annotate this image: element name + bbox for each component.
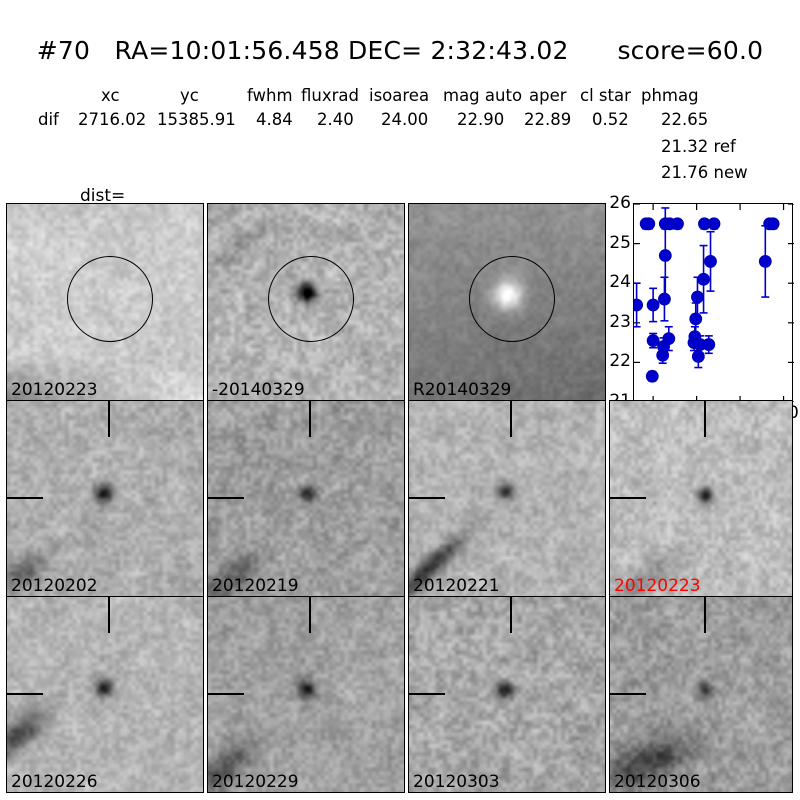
value-fluxrad: 2.40 <box>317 110 354 129</box>
stamp-series-20120223-selected[interactable]: 20120223 <box>609 400 793 597</box>
phmag-dif: 22.65 <box>661 110 709 129</box>
stamp-new-20120223[interactable]: 20120223 <box>6 203 204 401</box>
stamp-epoch-label: 20120303 <box>413 772 500 792</box>
light-curve-plot[interactable]: 212223242526 −50050100 <box>609 195 798 422</box>
row-label-dif: dif <box>38 110 59 129</box>
crosshair-vertical-icon <box>704 597 706 633</box>
value-cl-star: 0.52 <box>592 110 629 129</box>
measurement-table: xc yc fwhm fluxrad isoarea mag auto aper… <box>0 86 800 134</box>
crosshair-vertical-icon <box>309 597 311 633</box>
aperture-circle-icon <box>268 256 354 342</box>
column-header-cl-star: cl star <box>580 86 631 105</box>
value-xc: 2716.02 <box>78 110 147 129</box>
stamp-diff-20140329[interactable]: -20140329 <box>207 203 405 401</box>
y-tick-label: 23 <box>609 311 631 332</box>
stamp-series-20120226[interactable]: 20120226 <box>6 596 204 793</box>
y-tick-label: 26 <box>609 193 631 213</box>
column-header-aper: aper <box>529 86 567 105</box>
stamp-epoch-label: 20120202 <box>11 576 98 596</box>
value-yc: 15385.91 <box>157 110 236 129</box>
stamp-series-20120229[interactable]: 20120229 <box>207 596 405 793</box>
stamp-epoch-label: 20120229 <box>212 772 299 792</box>
column-header-phmag: phmag <box>641 86 699 105</box>
y-tick-label: 25 <box>609 232 631 253</box>
crosshair-horizontal-icon <box>409 693 445 695</box>
aperture-circle-icon <box>67 256 153 342</box>
crosshair-horizontal-icon <box>7 693 43 695</box>
crosshair-horizontal-icon <box>208 693 244 695</box>
light-curve-axes <box>633 203 794 402</box>
column-header-fwhm: fwhm <box>247 86 293 105</box>
crosshair-vertical-icon <box>510 401 512 437</box>
aperture-circle-icon <box>469 256 555 342</box>
stamp-epoch-label-selected: 20120223 <box>614 576 701 596</box>
column-header-fluxrad: fluxrad <box>301 86 359 105</box>
crosshair-horizontal-icon <box>610 497 646 499</box>
value-aper: 22.89 <box>524 110 572 129</box>
column-header-mag-auto: mag auto <box>443 86 523 105</box>
crosshair-vertical-icon <box>309 401 311 437</box>
column-header-yc: yc <box>180 86 199 105</box>
value-mag-auto: 22.90 <box>457 110 505 129</box>
stamp-epoch-label: R20140329 <box>413 380 512 400</box>
page-title: #70 RA=10:01:56.458 DEC= 2:32:43.02 scor… <box>36 36 764 65</box>
value-isoarea: 24.00 <box>381 110 429 129</box>
stamp-epoch-label: 20120221 <box>413 576 500 596</box>
crosshair-horizontal-icon <box>208 497 244 499</box>
stamp-epoch-label: -20140329 <box>212 380 305 400</box>
table-data-row: dif 2716.02 15385.91 4.84 2.40 24.00 22.… <box>0 110 800 134</box>
stamp-series-20120303[interactable]: 20120303 <box>408 596 606 793</box>
stamp-series-20120202[interactable]: 20120202 <box>6 400 204 597</box>
stamp-series-20120219[interactable]: 20120219 <box>207 400 405 597</box>
crosshair-vertical-icon <box>108 597 110 633</box>
crosshair-vertical-icon <box>108 401 110 437</box>
stamp-epoch-label: 20120223 <box>11 380 98 400</box>
y-tick-label: 24 <box>609 272 631 293</box>
crosshair-horizontal-icon <box>7 497 43 499</box>
stamp-grid: 20120223 -20140329 R20140329 21222324252… <box>6 195 799 793</box>
phmag-new: 21.76 new <box>661 163 748 182</box>
column-header-xc: xc <box>101 86 120 105</box>
crosshair-vertical-icon <box>510 597 512 633</box>
crosshair-horizontal-icon <box>409 497 445 499</box>
stamp-ref-20140329[interactable]: R20140329 <box>408 203 606 401</box>
dist-label: dist= <box>80 186 126 206</box>
crosshair-horizontal-icon <box>610 693 646 695</box>
crosshair-vertical-icon <box>704 401 706 437</box>
stamp-series-20120221[interactable]: 20120221 <box>408 400 606 597</box>
y-tick-label: 22 <box>609 351 631 372</box>
stamp-epoch-label: 20120226 <box>11 772 98 792</box>
stamp-epoch-label: 20120219 <box>212 576 299 596</box>
phmag-ref: 21.32 ref <box>661 137 736 156</box>
table-header-row: xc yc fwhm fluxrad isoarea mag auto aper… <box>0 86 800 110</box>
stamp-epoch-label: 20120306 <box>614 772 701 792</box>
stamp-series-20120306[interactable]: 20120306 <box>609 596 793 793</box>
value-fwhm: 4.84 <box>256 110 293 129</box>
column-header-isoarea: isoarea <box>369 86 430 105</box>
light-curve-points <box>634 204 794 402</box>
